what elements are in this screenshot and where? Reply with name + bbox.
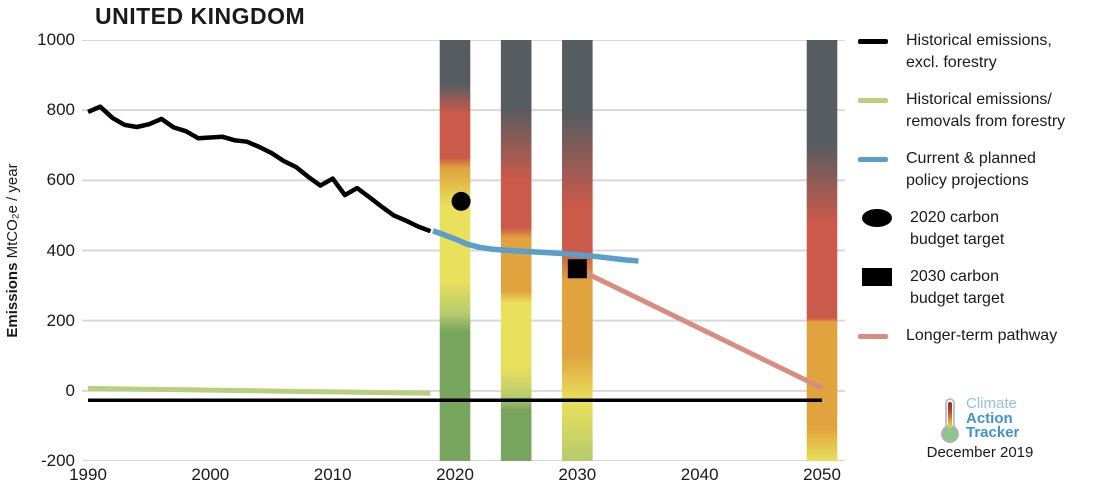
x-tick-label: 2040 [680,465,719,484]
legend: Historical emissions, excl. forestry Histo… [858,30,1108,362]
legend-label: Historical emissions, excl. forestry [906,30,1052,74]
emissions-chart-svg [82,39,845,462]
rating-bar-2030 [562,40,593,461]
rating-bar-2020 [439,40,471,461]
legend-label: 2020 carbon budget target [910,207,1004,251]
legend-label-line1: 2020 carbon [910,209,999,226]
legend-label-line1: 2030 carbon [910,268,999,285]
plot-area [82,39,845,462]
series-forestry [87,385,431,396]
x-tick-label: 2000 [191,465,230,484]
x-tick-label: 2030 [558,465,597,484]
y-tick-label: -200 [40,451,75,470]
legend-swatch-square-icon [862,268,892,286]
legend-label-line2: removals from forestry [906,113,1066,130]
x-tick-label: 2010 [313,465,352,484]
logo-word-action: Action [966,409,1013,427]
x-tick-label: 1990 [69,465,107,484]
legend-item-5: Longer-term pathway [858,325,1108,347]
cat-logo-text: Climate Action Tracker [966,395,1020,441]
legend-swatch-line-icon [858,39,888,44]
legend-label: Historical emissions/removals from fores… [906,89,1065,133]
y-tick-label: 1000 [37,30,75,49]
rating-bar-2050 [806,40,838,461]
legend-label-line2: budget target [910,290,1005,307]
series-projection [432,228,639,264]
report-date: December 2019 [926,444,1034,461]
legend-swatch-line-icon [858,98,888,103]
legend-swatch-line-icon [858,157,888,162]
marker-square-2030-target [567,259,587,279]
legend-label: Current & planned policy projections [906,148,1036,192]
legend-item-3: 2020 carbon budget target [858,207,1108,251]
x-tick-label: 2020 [436,465,474,484]
y-tick-label: 800 [46,100,75,120]
legend-swatch-line-icon [858,334,888,339]
legend-label-line1: Current & planned [906,150,1036,167]
legend-item-1: Historical emissions/removals from fores… [858,89,1108,133]
y-tick-label: 200 [46,310,75,330]
legend-swatch-circle-icon [862,209,892,227]
series-historical [87,104,432,234]
y-tick-label: 400 [46,240,75,260]
legend-label-line2: excl. forestry [906,54,997,71]
legend-item-4: 2030 carbon budget target [858,266,1108,310]
logo-word-tracker: Tracker [966,424,1020,441]
legend-label-line1: Historical emissions, [906,32,1052,49]
page-title: UNITED KINGDOM [95,3,306,29]
legend-label-line2: policy projections [906,172,1029,189]
legend-label: Longer-term pathway [906,325,1057,347]
cat-logo: Climate Action Tracker [938,395,1020,444]
legend-label-line1: Longer-term pathway [906,327,1058,344]
x-tick-label: 2050 [803,465,841,484]
legend-item-2: Current & planned policy projections [858,148,1108,192]
y-tick-label: 600 [46,170,75,190]
legend-label: 2030 carbon budget target [910,266,1004,310]
logo-word-climate: Climate [966,395,1017,412]
thermometer-icon [941,398,959,443]
legend-item-0: Historical emissions, excl. forestry [858,30,1108,74]
legend-label-line1: Historical emissions/ [906,91,1052,108]
marker-circle-2020-target [451,191,471,211]
legend-label-line2: budget target [910,231,1005,248]
y-tick-label: 0 [65,380,75,400]
series-pathway [576,266,824,391]
